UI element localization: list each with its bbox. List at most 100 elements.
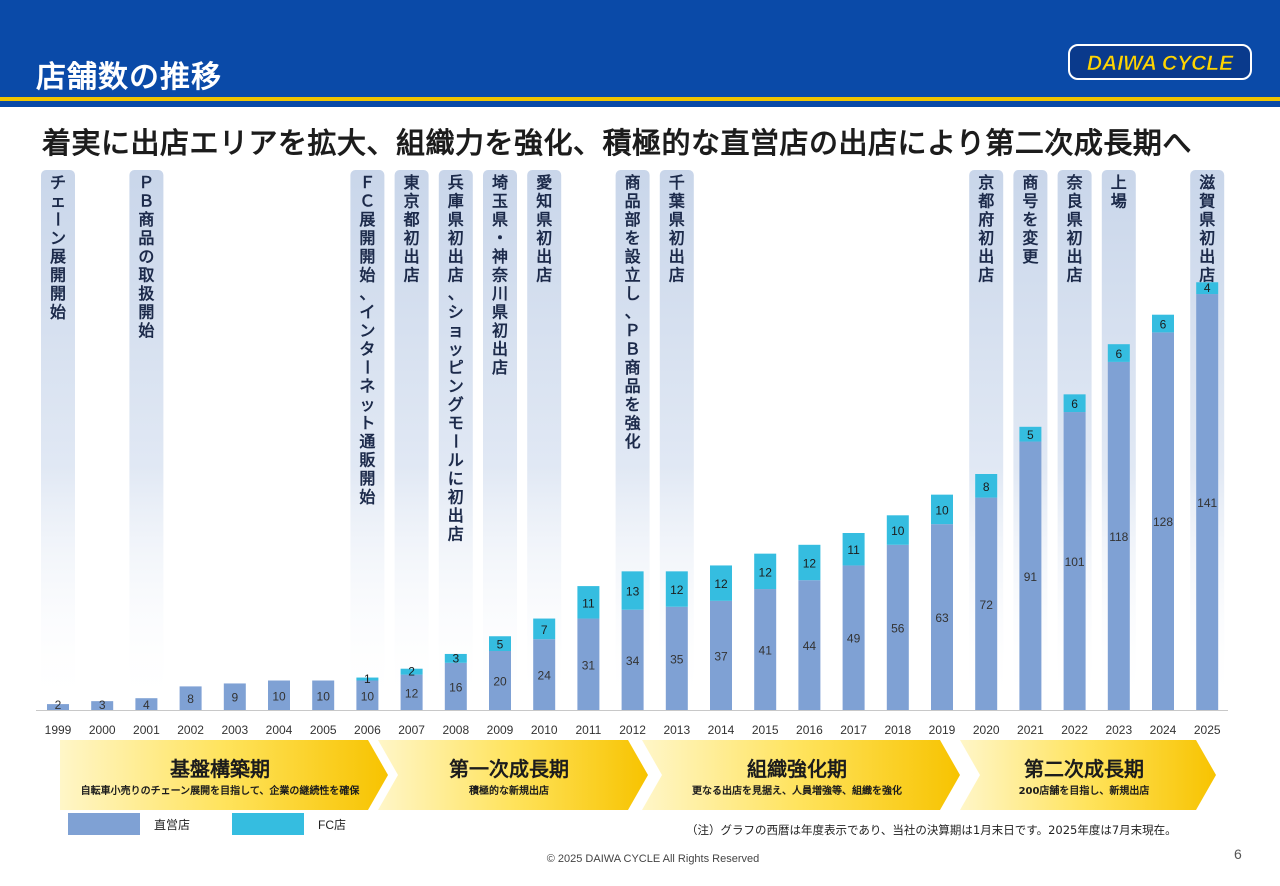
bar-fc-2014 [710, 565, 732, 601]
bar-fc-2016 [798, 544, 821, 581]
label-fc-2006: 1 [364, 672, 371, 686]
annotation-char: シ [448, 303, 464, 322]
bar-fc-2007 [400, 668, 423, 675]
tick-label-2006: 2006 [354, 723, 381, 737]
phase-arrow-1 [60, 740, 388, 810]
annotation-char: Ｃ [359, 192, 375, 211]
phase-arrow-4 [960, 740, 1216, 810]
annotation-char: 通 [359, 432, 375, 451]
phase-arrow-2 [378, 740, 648, 810]
annotation-char: 初 [448, 229, 464, 248]
annotation-char: ー [446, 433, 465, 449]
annotation-char: 県 [1067, 210, 1083, 229]
annotation-char: 品 [625, 377, 641, 396]
annotation-char: 初 [536, 229, 552, 248]
tick-label-2016: 2016 [796, 723, 823, 737]
annotation-char: 店 [1199, 266, 1215, 285]
annotation-char: 始 [50, 303, 66, 322]
label-direct-2017: 49 [847, 632, 861, 646]
annotation-char: Ｂ [625, 340, 641, 359]
annotation-char: 初 [404, 229, 420, 248]
label-direct-2020: 72 [980, 598, 994, 612]
bar-direct-2003 [223, 683, 246, 710]
annotation-char: 開 [359, 229, 375, 248]
label-fc-2012: 13 [626, 585, 640, 599]
annotation-char: 初 [448, 488, 464, 507]
bar-fc-2025 [1196, 282, 1219, 295]
bar-direct-2001 [135, 698, 158, 710]
annotation-char: 店 [1067, 266, 1083, 285]
bar-fc-2008 [444, 653, 467, 663]
annotation-char: 開 [138, 303, 154, 322]
annotation-column [394, 170, 429, 710]
annotation-char: を [625, 229, 641, 248]
bar-direct-2020 [975, 497, 998, 710]
label-direct-2003: 9 [231, 691, 238, 705]
annotation-char: Ｆ [359, 173, 375, 192]
bar-fc-2021 [1019, 426, 1042, 442]
label-direct-2007: 12 [405, 686, 419, 700]
label-fc-2025: 4 [1204, 281, 1211, 295]
annotation-char: Ｐ [138, 173, 154, 192]
annotation-char: 京 [404, 192, 420, 211]
annotation-char: 兵 [448, 173, 464, 192]
bar-direct-2019 [931, 524, 953, 710]
annotation-char: ネ [359, 377, 375, 396]
logo-text: DAIWA CYCLE [1087, 52, 1234, 75]
tick-label-2010: 2010 [531, 723, 558, 737]
label-fc-2022: 6 [1071, 397, 1078, 411]
bar-direct-2005 [312, 680, 335, 710]
annotation-char: 開 [359, 469, 375, 488]
annotation-char: 化 [625, 432, 641, 451]
annotation-char: 賀 [1198, 192, 1215, 211]
annotation-char: ェ [50, 192, 66, 211]
annotation-char: 出 [978, 247, 994, 266]
annotation-char: ト [359, 414, 375, 433]
bar-direct-2007 [400, 674, 423, 710]
tick-label-2000: 2000 [89, 723, 116, 737]
tick-label-2024: 2024 [1150, 723, 1177, 737]
annotation-char: 更 [1022, 247, 1039, 266]
bar-fc-2011 [577, 586, 600, 619]
phase-name-3: 組織強化期 [747, 757, 847, 781]
annotation-char: 玉 [492, 192, 508, 211]
bar-fc-2012 [621, 571, 644, 610]
label-direct-2024: 128 [1153, 515, 1173, 529]
label-fc-2017: 11 [847, 543, 860, 557]
annotation-char: 始 [138, 321, 154, 340]
annotation-char: 、 [359, 284, 375, 303]
bar-direct-2011 [577, 618, 600, 710]
annotation-char: 強 [625, 414, 641, 433]
annotation-char: に [448, 469, 464, 488]
tick-label-2020: 2020 [973, 723, 1000, 737]
annotation-char: を [1022, 210, 1038, 229]
tick-label-2009: 2009 [487, 723, 514, 737]
annotation-char: 号 [1022, 192, 1038, 211]
tick-label-2019: 2019 [929, 723, 956, 737]
tick-label-2013: 2013 [663, 723, 690, 737]
annotation-char: 出 [448, 506, 464, 525]
bar-fc-2015 [754, 553, 777, 590]
bar-direct-2016 [798, 580, 821, 710]
label-direct-2025: 141 [1197, 496, 1217, 510]
label-direct-2015: 41 [759, 644, 773, 658]
legend-label-fc: FC店 [318, 817, 347, 832]
legend-label-direct: 直営店 [154, 817, 191, 832]
annotation-char: タ [359, 340, 375, 359]
label-fc-2009: 5 [497, 638, 504, 652]
label-direct-2012: 34 [626, 654, 640, 668]
annotation-char: 出 [669, 247, 685, 266]
annotation-char: ョ [448, 321, 464, 340]
bar-direct-2010 [533, 639, 556, 710]
bar-direct-2012 [621, 609, 644, 710]
bar-direct-2000 [91, 701, 114, 710]
annotation-char: 取 [138, 266, 154, 285]
bar-direct-2009 [489, 651, 511, 710]
annotation-char: ン [50, 229, 66, 248]
annotation-char: 品 [138, 229, 154, 248]
label-direct-2023: 118 [1109, 530, 1128, 544]
